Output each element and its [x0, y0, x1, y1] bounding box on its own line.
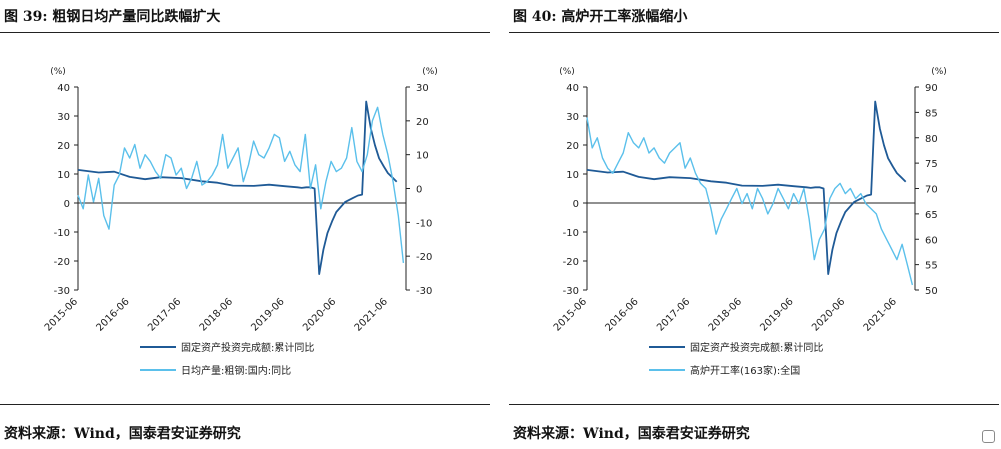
x-tick-label: 2020-06: [301, 296, 338, 333]
right-axis-unit: (%): [422, 67, 438, 77]
left-tick-label: 30: [57, 112, 70, 123]
right-tick-label: 75: [925, 159, 938, 170]
right-tick-label: 85: [925, 108, 938, 119]
source-note: 资料来源：Wind，国泰君安证券研究: [513, 426, 750, 442]
x-tick-label: 2016-06: [94, 296, 131, 333]
right-tick-label: 80: [925, 134, 938, 145]
left-tick-label: 0: [64, 199, 70, 210]
x-tick-label: 2018-06: [198, 296, 235, 333]
right-tick-label: 30: [416, 83, 429, 94]
watermark: [982, 430, 995, 443]
x-tick-label: 2021-06: [353, 296, 390, 333]
legend-label: 固定资产投资完成额:累计同比: [690, 341, 823, 354]
legend-label: 固定资产投资完成额:累计同比: [181, 341, 314, 354]
left-tick-label: -10: [54, 228, 70, 239]
left-tick-label: 20: [566, 141, 579, 152]
left-tick-label: -20: [563, 257, 579, 268]
watermark-icon: [982, 430, 995, 443]
right-tick-label: 55: [925, 261, 938, 272]
right-tick-label: 10: [416, 151, 429, 162]
right-tick-label: -30: [416, 286, 432, 297]
left-axis-unit: (%): [50, 67, 66, 77]
chart-title: 图 39: 粗钢日均产量同比跌幅扩大: [4, 9, 221, 25]
right-tick-label: 70: [925, 185, 938, 196]
right-tick-label: 90: [925, 83, 938, 94]
chart-title: 图 40: 高炉开工率涨幅缩小: [513, 9, 688, 25]
x-tick-label: 2020-06: [810, 296, 847, 333]
x-tick-label: 2019-06: [758, 296, 795, 333]
x-tick-label: 2016-06: [603, 296, 640, 333]
x-tick-label: 2015-06: [43, 296, 80, 333]
left-tick-label: -30: [563, 286, 579, 297]
x-tick-label: 2019-06: [249, 296, 286, 333]
chart-left: (%) (%) 40 30 20 10 0 -10 -20 -30 30 20 10 0 -10 -20 -30…: [43, 67, 438, 377]
right-tick-label: 65: [925, 210, 938, 221]
right-tick-label: 0: [416, 185, 422, 196]
bottom-rule: [509, 404, 999, 405]
series-line-0: [77, 100, 398, 276]
left-tick-label: 10: [566, 170, 579, 181]
right-tick-label: -10: [416, 218, 432, 229]
source-note: 资料来源：Wind，国泰君安证券研究: [4, 426, 241, 442]
left-axis-unit: (%): [559, 67, 575, 77]
series-line-1: [586, 117, 914, 286]
left-tick-label: 10: [57, 170, 70, 181]
left-tick-label: -20: [54, 257, 70, 268]
chart-panel-right: 图 40: 高炉开工率涨幅缩小 (%) (%) 40 30 20 10 0 -10 -20 -30…: [509, 0, 1001, 449]
chart-right: (%) (%) 40 30 20 10 0 -10 -20 -30 90 85 80 75 70 65 60 55…: [552, 67, 947, 377]
chart-panel-left: 图 39: 粗钢日均产量同比跌幅扩大 (%) (%) 40 30 20 10 0 -10 -20…: [0, 0, 492, 449]
x-tick-label: 2015-06: [552, 296, 589, 333]
right-tick-label: 50: [925, 286, 938, 297]
x-tick-label: 2018-06: [707, 296, 744, 333]
x-tick-label: 2017-06: [655, 296, 692, 333]
left-tick-label: 0: [573, 199, 579, 210]
bottom-rule: [0, 404, 490, 405]
right-tick-label: 60: [925, 235, 938, 246]
left-tick-label: 20: [57, 141, 70, 152]
left-tick-label: -10: [563, 228, 579, 239]
top-rule: [509, 32, 999, 33]
x-tick-label: 2017-06: [146, 296, 183, 333]
series-line-1: [77, 106, 405, 263]
left-tick-label: 30: [566, 112, 579, 123]
right-tick-label: 20: [416, 117, 429, 128]
series-line-0: [586, 100, 907, 276]
left-tick-label: 40: [566, 83, 579, 94]
left-tick-label: 40: [57, 83, 70, 94]
top-rule: [0, 32, 490, 33]
left-tick-label: -30: [54, 286, 70, 297]
legend-label: 高炉开工率(163家):全国: [690, 364, 800, 377]
right-tick-label: -20: [416, 252, 432, 263]
legend-label: 日均产量:粗钢:国内:同比: [181, 364, 291, 377]
right-axis-unit: (%): [931, 67, 947, 77]
x-tick-label: 2021-06: [862, 296, 899, 333]
